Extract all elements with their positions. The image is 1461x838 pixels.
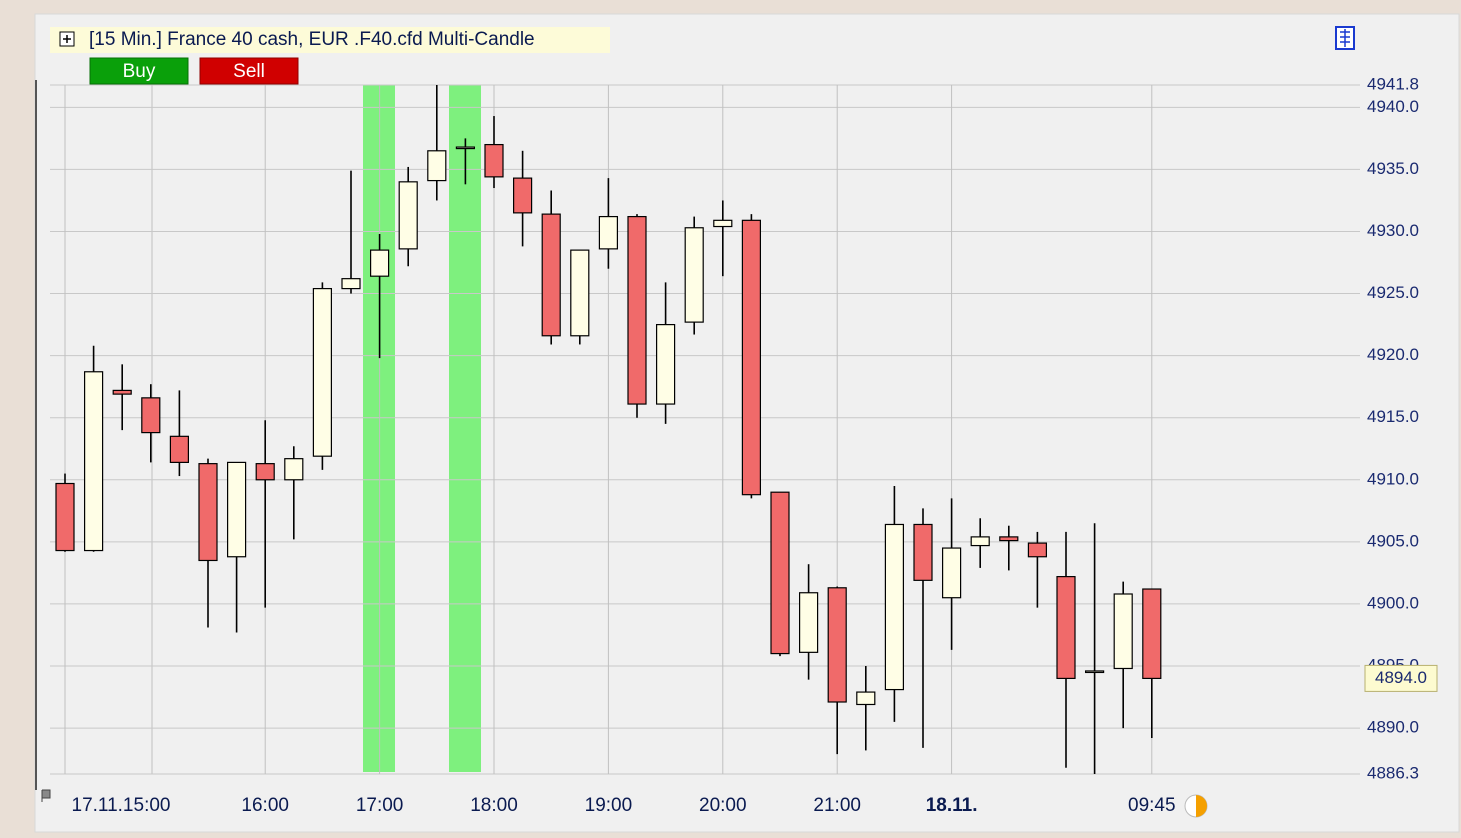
candle-body	[512, 177, 533, 214]
candle-body	[141, 397, 161, 434]
y-tick-label: 4925.0	[1367, 283, 1419, 302]
x-tick-label: 17:00	[356, 795, 404, 816]
candle-body	[570, 249, 590, 337]
x-tick-label: 17.11.15:00	[72, 795, 171, 816]
title-box	[50, 27, 610, 53]
y-tick-label: 4935.0	[1367, 159, 1419, 178]
candle-body	[1056, 576, 1076, 680]
clock-icon-fill	[1196, 795, 1207, 817]
candle-body	[284, 458, 304, 481]
candle-body	[1113, 593, 1133, 670]
candle-body	[1027, 542, 1048, 558]
candle-body	[255, 463, 275, 481]
candle-body	[455, 146, 475, 150]
y-tick-label: 4940.0	[1367, 97, 1419, 116]
candle-body	[1142, 588, 1162, 680]
y-tick-label: 4900.0	[1367, 593, 1419, 612]
last-price-label: 4894.0	[1375, 668, 1427, 687]
y-tick-label: 4920.0	[1367, 345, 1419, 364]
x-tick-label: 21:00	[813, 795, 861, 816]
x-tick-label: 18.11.	[926, 795, 978, 816]
candle-body	[598, 215, 619, 250]
x-tick-label: 16:00	[241, 795, 289, 816]
chart-title: [15 Min.] France 40 cash, EUR .F40.cfd M…	[89, 29, 535, 50]
candle-body	[827, 587, 847, 703]
highlight-band	[363, 85, 395, 772]
candle-body	[999, 536, 1019, 542]
x-tick-label: 20:00	[699, 795, 747, 816]
x-tick-label: 18:00	[470, 795, 518, 816]
candle-body	[713, 219, 733, 228]
candle-body	[198, 463, 218, 562]
candle-body	[55, 482, 75, 552]
labels: 4941.8 4940.0 4935.0 4930.0 4925.0 4920.0 4915…	[72, 74, 1438, 816]
sell-button[interactable]	[199, 57, 299, 85]
candle-body	[169, 435, 189, 463]
last-price-box	[1364, 664, 1438, 692]
buy-button[interactable]	[89, 57, 189, 85]
highlight-band	[449, 85, 481, 772]
candle-body	[398, 181, 418, 250]
y-tick-label: 4941.8	[1367, 74, 1419, 93]
pin-icon	[41, 789, 51, 802]
candle-body	[913, 523, 933, 581]
candle-body	[627, 215, 647, 405]
candle-body	[370, 249, 390, 277]
grid-icon-lines	[1340, 29, 1350, 47]
candle-body	[856, 691, 876, 706]
candle-body	[312, 287, 332, 457]
candle-body	[341, 278, 361, 290]
candle-body	[741, 219, 762, 496]
x-tick-label: 09:45	[1128, 795, 1176, 816]
candle-body	[798, 592, 819, 653]
sell-button-label[interactable]: Sell	[233, 61, 265, 82]
candles	[55, 85, 1162, 774]
candle-body	[484, 143, 504, 178]
candle-body	[655, 323, 676, 405]
candle-body	[112, 389, 132, 395]
candle-body	[941, 547, 962, 599]
candle-body	[227, 461, 247, 558]
candle-body	[83, 371, 104, 552]
candle-body	[541, 213, 561, 337]
expand-icon-plus	[63, 35, 71, 43]
candle-body	[427, 150, 447, 182]
y-tick-label: 4890.0	[1367, 718, 1419, 737]
candle-body	[884, 523, 905, 691]
y-tick-label: 4910.0	[1367, 469, 1419, 488]
candle-body	[970, 536, 990, 547]
y-tick-label: 4886.3	[1367, 763, 1419, 782]
x-tick-label: 19:00	[585, 795, 633, 816]
y-tick-label: 4905.0	[1367, 531, 1419, 550]
y-tick-label: 4915.0	[1367, 407, 1419, 426]
buy-button-label[interactable]: Buy	[123, 61, 156, 82]
candle-body	[1084, 670, 1105, 674]
candle-body	[684, 227, 704, 323]
y-tick-label: 4930.0	[1367, 221, 1419, 240]
candle-body	[770, 491, 790, 655]
